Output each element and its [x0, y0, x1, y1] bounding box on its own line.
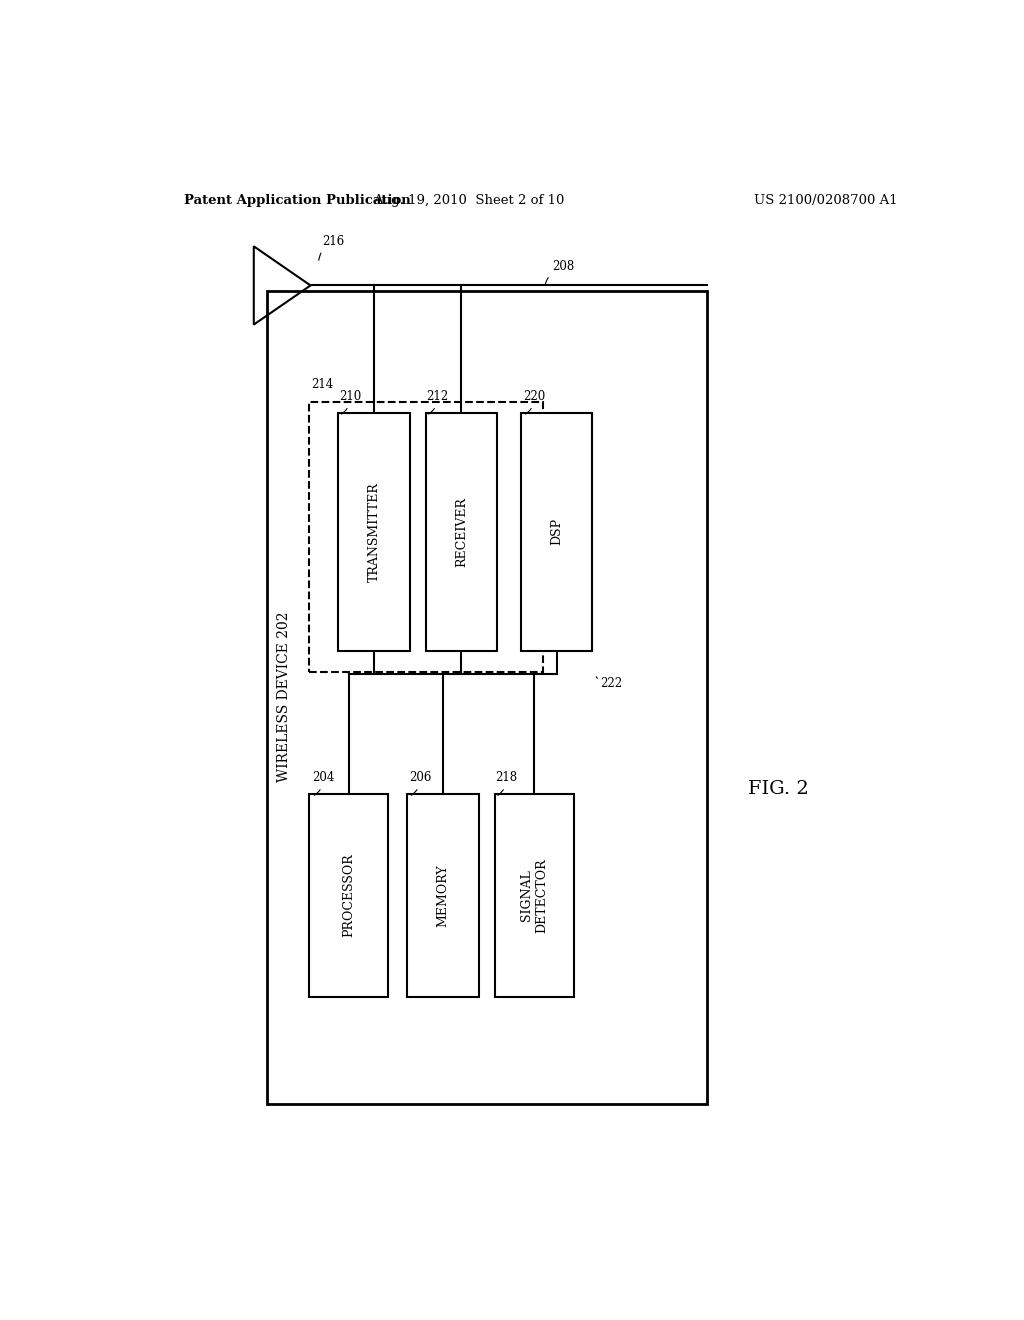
Text: Aug. 19, 2010  Sheet 2 of 10: Aug. 19, 2010 Sheet 2 of 10 — [374, 194, 565, 207]
Bar — [426, 413, 497, 651]
Text: 206: 206 — [409, 771, 431, 795]
Bar — [309, 793, 388, 997]
Bar — [521, 413, 592, 651]
Text: 214: 214 — [311, 378, 334, 391]
Bar — [408, 793, 479, 997]
Text: TRANSMITTER: TRANSMITTER — [368, 482, 381, 582]
Text: 204: 204 — [312, 771, 335, 795]
Text: 216: 216 — [318, 235, 345, 260]
Bar — [338, 413, 410, 651]
Text: 210: 210 — [339, 391, 361, 414]
Text: Patent Application Publication: Patent Application Publication — [183, 194, 411, 207]
Bar — [309, 403, 543, 672]
Text: MEMORY: MEMORY — [436, 865, 450, 927]
Text: DSP: DSP — [550, 519, 563, 545]
Text: 222: 222 — [596, 677, 623, 690]
Text: 208: 208 — [546, 260, 574, 284]
Bar — [267, 290, 708, 1104]
Text: PROCESSOR: PROCESSOR — [342, 854, 355, 937]
Text: US 2100/0208700 A1: US 2100/0208700 A1 — [754, 194, 898, 207]
Text: 212: 212 — [426, 391, 449, 414]
Text: 218: 218 — [496, 771, 517, 795]
Text: RECEIVER: RECEIVER — [455, 496, 468, 566]
Text: FIG. 2: FIG. 2 — [749, 780, 809, 797]
Text: 220: 220 — [523, 391, 546, 414]
Text: SIGNAL
DETECTOR: SIGNAL DETECTOR — [520, 858, 548, 933]
Bar — [495, 793, 574, 997]
Text: WIRELESS DEVICE 202: WIRELESS DEVICE 202 — [278, 612, 292, 783]
